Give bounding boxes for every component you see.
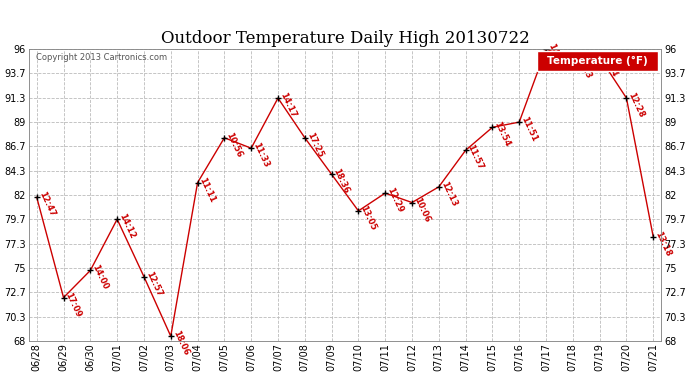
Text: Temperature (°F): Temperature (°F) (547, 56, 648, 66)
Text: 12:29: 12:29 (385, 186, 404, 214)
Text: 13:05: 13:05 (358, 204, 378, 232)
Text: 18:06: 18:06 (170, 329, 190, 357)
Text: 17:25: 17:25 (305, 131, 324, 159)
Text: 14:17: 14:17 (278, 91, 297, 119)
Text: 12:13: 12:13 (439, 180, 458, 208)
Text: 12:54: 12:54 (600, 50, 619, 78)
Text: 13:18: 13:18 (653, 230, 673, 258)
Text: 11:11: 11:11 (197, 176, 217, 204)
Text: 12:47: 12:47 (37, 190, 56, 218)
Text: 12:57: 12:57 (144, 270, 164, 298)
Text: 18:36: 18:36 (332, 167, 351, 195)
Text: 11:51: 11:51 (520, 115, 539, 143)
Text: Copyright 2013 Cartronics.com: Copyright 2013 Cartronics.com (36, 53, 167, 62)
Text: 11:33: 11:33 (251, 141, 270, 169)
Text: 14:23: 14:23 (573, 53, 592, 81)
Text: 13:54: 13:54 (493, 120, 512, 148)
Text: 10:56: 10:56 (224, 131, 244, 159)
Text: 14:00: 14:00 (90, 264, 110, 291)
Text: 17:09: 17:09 (63, 291, 83, 318)
Text: 14:20: 14:20 (546, 42, 566, 70)
Text: 10:06: 10:06 (412, 196, 431, 223)
Text: 11:57: 11:57 (466, 143, 485, 171)
Text: 14:12: 14:12 (117, 212, 137, 240)
Title: Outdoor Temperature Daily High 20130722: Outdoor Temperature Daily High 20130722 (161, 30, 529, 47)
Text: 12:28: 12:28 (627, 91, 646, 119)
